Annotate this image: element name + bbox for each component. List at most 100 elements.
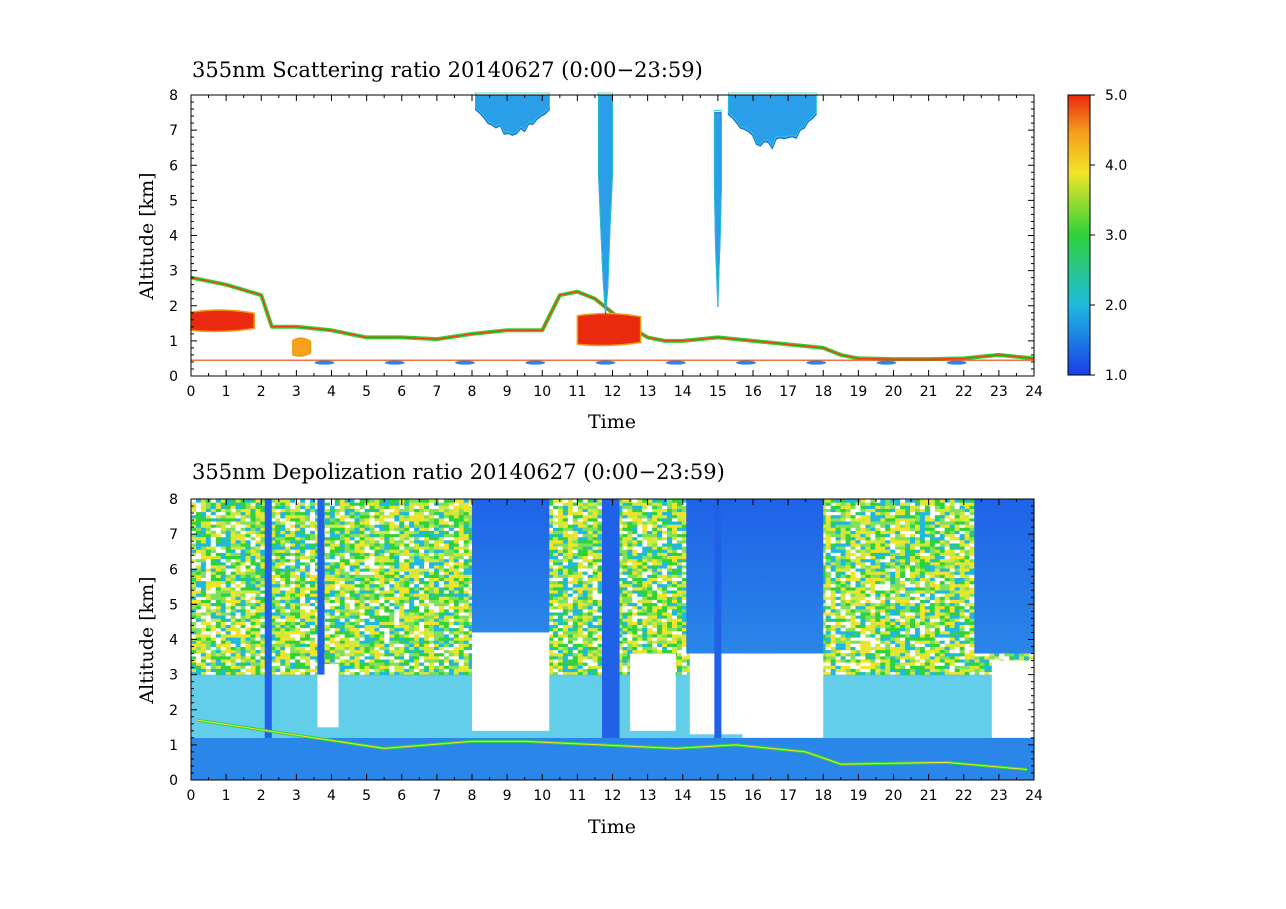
speckle-cell <box>419 517 425 522</box>
speckle-cell <box>399 652 405 657</box>
speckle-cell <box>389 542 395 547</box>
speckle-cell <box>597 574 604 578</box>
speckle-cell <box>245 627 252 632</box>
speckle-cell <box>374 658 381 663</box>
speckle-cell <box>255 561 262 566</box>
speckle-cell <box>438 633 445 638</box>
speckle-cell <box>305 508 311 513</box>
speckle-cell <box>191 586 197 591</box>
speckle-cell <box>453 643 460 647</box>
speckle-cell <box>424 633 430 638</box>
speckle-cell <box>434 646 440 651</box>
speckle-cell <box>577 555 584 560</box>
speckle-cell <box>448 524 455 528</box>
speckle-cell <box>200 596 207 600</box>
speckle-cell <box>419 583 425 588</box>
speckle-cell <box>404 596 410 600</box>
speckle-cell <box>220 618 227 622</box>
speckle-cell <box>567 611 574 616</box>
speckle-cell <box>290 611 296 616</box>
speckle-cell <box>369 499 376 503</box>
speckle-cell <box>562 646 569 651</box>
speckle-cell <box>374 530 381 535</box>
speckle-cell <box>250 599 257 604</box>
speckle-cell <box>196 580 202 585</box>
speckle-cell <box>399 517 405 522</box>
speckle-cell <box>369 658 376 663</box>
speckle-cell <box>389 517 395 522</box>
speckle-cell <box>329 533 336 538</box>
speckle-cell <box>260 633 266 638</box>
speckle-cell <box>448 658 455 663</box>
speckle-cell <box>215 514 222 519</box>
speckle-cell <box>553 530 559 535</box>
speckle-cell <box>230 580 237 585</box>
speckle-cell <box>220 558 227 563</box>
speckle-cell <box>443 633 450 638</box>
speckle-cell <box>191 611 197 616</box>
speckle-cell <box>329 514 336 519</box>
speckle-cell <box>558 527 564 531</box>
speckle-cell <box>295 637 301 641</box>
speckle-cell <box>434 624 440 629</box>
speckle-cell <box>220 633 227 638</box>
speckle-cell <box>468 637 475 641</box>
speckle-cell <box>275 511 281 516</box>
speckle-cell <box>463 640 470 644</box>
speckle-cell <box>205 568 212 572</box>
speckle-cell <box>434 524 440 528</box>
speckle-cell <box>453 593 460 597</box>
speckle-cell <box>290 539 296 544</box>
speckle-cell <box>290 643 296 647</box>
speckle-cell <box>468 615 475 619</box>
speckle-cell <box>275 574 281 578</box>
speckle-cell <box>429 555 435 560</box>
speckle-cell <box>285 499 291 503</box>
speckle-cell <box>379 633 385 638</box>
speckle-cell <box>448 502 455 506</box>
speckle-cell <box>191 536 197 541</box>
speckle-cell <box>379 555 385 560</box>
speckle-cell <box>191 571 197 575</box>
speckle-cell <box>587 508 594 513</box>
speckle-cell <box>285 668 291 673</box>
speckle-cell <box>424 542 430 547</box>
speckle-cell <box>463 527 470 531</box>
speckle-cell <box>295 561 301 566</box>
speckle-cell <box>200 643 207 647</box>
speckle-cell <box>404 511 410 516</box>
speckle-cell <box>562 583 569 588</box>
speckle-cell <box>597 671 604 676</box>
speckle-cell <box>300 580 306 585</box>
speckle-cell <box>558 596 564 600</box>
speckle-cell <box>260 530 266 535</box>
speckle-cell <box>324 499 331 503</box>
speckle-cell <box>349 627 356 632</box>
speckle-cell <box>200 615 207 619</box>
speckle-cell <box>364 624 371 629</box>
speckle-cell <box>548 499 554 503</box>
speckle-cell <box>359 668 366 673</box>
speckle-cell <box>235 624 242 629</box>
speckle-cell <box>354 637 361 641</box>
speckle-cell <box>399 546 405 550</box>
speckle-cell <box>438 649 445 654</box>
speckle-cell <box>344 599 351 604</box>
speckle-cell <box>339 499 346 503</box>
speckle-cell <box>448 605 455 610</box>
near-surface-patch <box>806 360 827 365</box>
speckle-cell <box>245 574 252 578</box>
speckle-cell <box>572 643 579 647</box>
speckle-cell <box>210 633 217 638</box>
speckle-cell <box>295 652 301 657</box>
speckle-cell <box>443 561 450 566</box>
speckle-cell <box>245 558 252 563</box>
speckle-cell <box>300 568 306 572</box>
speckle-cell <box>577 552 584 556</box>
speckle-cell <box>334 536 341 541</box>
speckle-cell <box>230 583 237 588</box>
speckle-cell <box>300 517 306 522</box>
speckle-cell <box>548 555 554 560</box>
speckle-cell <box>453 521 460 525</box>
speckle-cell <box>414 571 420 575</box>
